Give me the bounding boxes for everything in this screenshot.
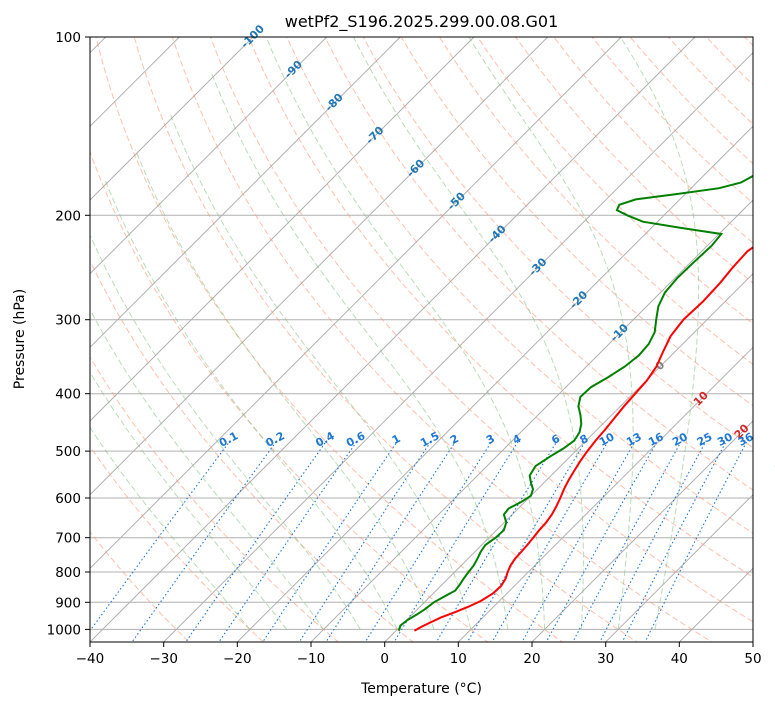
dry-adiabat-line	[286, 37, 753, 534]
dry-adiabat-line	[171, 37, 713, 642]
dry-adiabat-line	[90, 150, 489, 642]
chart-title: wetPf2_S196.2025.299.00.08.G01	[285, 12, 559, 32]
isotherm-line	[236, 125, 753, 642]
x-tick-label: 0	[380, 651, 389, 667]
mixing-ratio-label: 20	[670, 430, 690, 449]
isotherm-line	[90, 37, 401, 349]
x-tick-label: 50	[744, 651, 761, 667]
y-axis-label: Pressure (hPa)	[12, 289, 28, 389]
y-tick-label: 700	[55, 531, 81, 547]
dry-adiabat-line	[362, 37, 753, 449]
dry-adiabat-line	[629, 37, 753, 165]
x-tick-label: 20	[523, 651, 540, 667]
dry-adiabat-line	[95, 37, 564, 642]
moist-adiabat-line	[90, 233, 361, 630]
mixing-ratio-line	[185, 440, 328, 642]
mixing-ratio-label: 13	[624, 430, 644, 449]
moist-adiabat-line	[105, 180, 398, 630]
dry-adiabat-line	[90, 259, 414, 642]
isotherm-line	[90, 37, 328, 275]
y-tick-label: 900	[55, 595, 81, 611]
grid-layer	[90, 37, 753, 642]
mixing-ratio-label: 16	[646, 430, 666, 449]
x-axis-ticks: −40 −30 −20 −10 0 10 20 30 40 50	[76, 642, 762, 667]
x-tick-label: −40	[76, 651, 105, 667]
moist-adiabat-line	[90, 308, 324, 630]
plot-frame	[89, 36, 754, 643]
isotherm-line	[90, 37, 475, 422]
isotherm-line	[90, 37, 254, 201]
moist-adiabat-line	[135, 149, 435, 630]
y-tick-label: 500	[55, 444, 81, 460]
y-tick-label: 1000	[47, 622, 81, 638]
mixing-ratio-labels: 0.1 0.2 0.4 0.6 1 1.5 2 3 4 6 8 10 13 16 20 25 30 36	[217, 429, 756, 450]
moist-adiabat-line	[353, 37, 584, 630]
isotherm-line	[90, 37, 696, 642]
mixing-ratio-line	[393, 440, 520, 642]
x-tick-label: −30	[149, 651, 178, 667]
x-tick-label: 30	[597, 651, 614, 667]
x-tick-label: 10	[450, 651, 467, 667]
isotherm-line	[457, 346, 753, 642]
mixing-ratio-line	[545, 440, 659, 642]
x-tick-label: 40	[671, 651, 688, 667]
mixing-ratio-line	[298, 440, 432, 642]
x-axis-label: Temperature (°C)	[360, 681, 482, 697]
moist-adiabat-line	[265, 37, 546, 630]
mixing-ratio-line	[572, 440, 683, 642]
isotherm-line	[531, 420, 753, 642]
moist-adiabat-line	[90, 426, 251, 630]
mixing-ratio-line	[218, 440, 358, 642]
isotherm-line	[163, 51, 753, 642]
isotherm-line	[605, 493, 753, 642]
isotherm-line	[384, 272, 753, 642]
mixing-ratio-line	[521, 440, 637, 642]
moist-adiabat-line	[620, 37, 700, 630]
dewpoint-profile-line	[397, 174, 753, 631]
temperature-profile-line	[413, 246, 753, 632]
isotherm-line	[90, 37, 622, 570]
dry-adiabat-line	[477, 37, 753, 325]
x-tick-label: −10	[297, 651, 326, 667]
dry-adiabat-line	[90, 445, 265, 642]
dry-adiabat-line	[438, 37, 753, 366]
isotherm-line	[90, 37, 549, 496]
dry-adiabat-line	[210, 37, 753, 623]
mixing-ratio-line	[90, 440, 231, 632]
moist-adiabat-line	[468, 37, 634, 630]
y-tick-label: 100	[55, 30, 81, 46]
moist-adiabat-line	[211, 72, 509, 630]
moist-adiabat-line	[169, 114, 472, 630]
dry-adiabat-line	[324, 37, 753, 491]
dry-adiabat-line	[90, 531, 190, 642]
dry-adiabat-line	[400, 37, 753, 407]
y-tick-label: 800	[55, 565, 81, 581]
mixing-ratio-line	[435, 440, 558, 642]
mixing-ratio-line	[491, 440, 609, 642]
y-tick-label: 600	[55, 491, 81, 507]
mixing-ratio-line	[466, 440, 587, 642]
mixing-ratio-label: 30	[715, 430, 735, 449]
mixing-ratio-label: 25	[695, 430, 715, 449]
y-tick-label: 400	[55, 387, 81, 403]
y-tick-label: 200	[55, 208, 81, 224]
y-axis-ticks: 100 200 300 400 500 600 700 800 900 1000	[47, 30, 90, 638]
dry-adiabat-line	[133, 37, 639, 642]
y-tick-label: 300	[55, 313, 81, 329]
profile-layer	[397, 174, 753, 632]
x-tick-label: −20	[223, 651, 252, 667]
mixing-ratio-line	[599, 440, 707, 642]
mixing-ratio-label: 36	[736, 430, 756, 449]
isotherm-label: 30	[772, 454, 775, 474]
